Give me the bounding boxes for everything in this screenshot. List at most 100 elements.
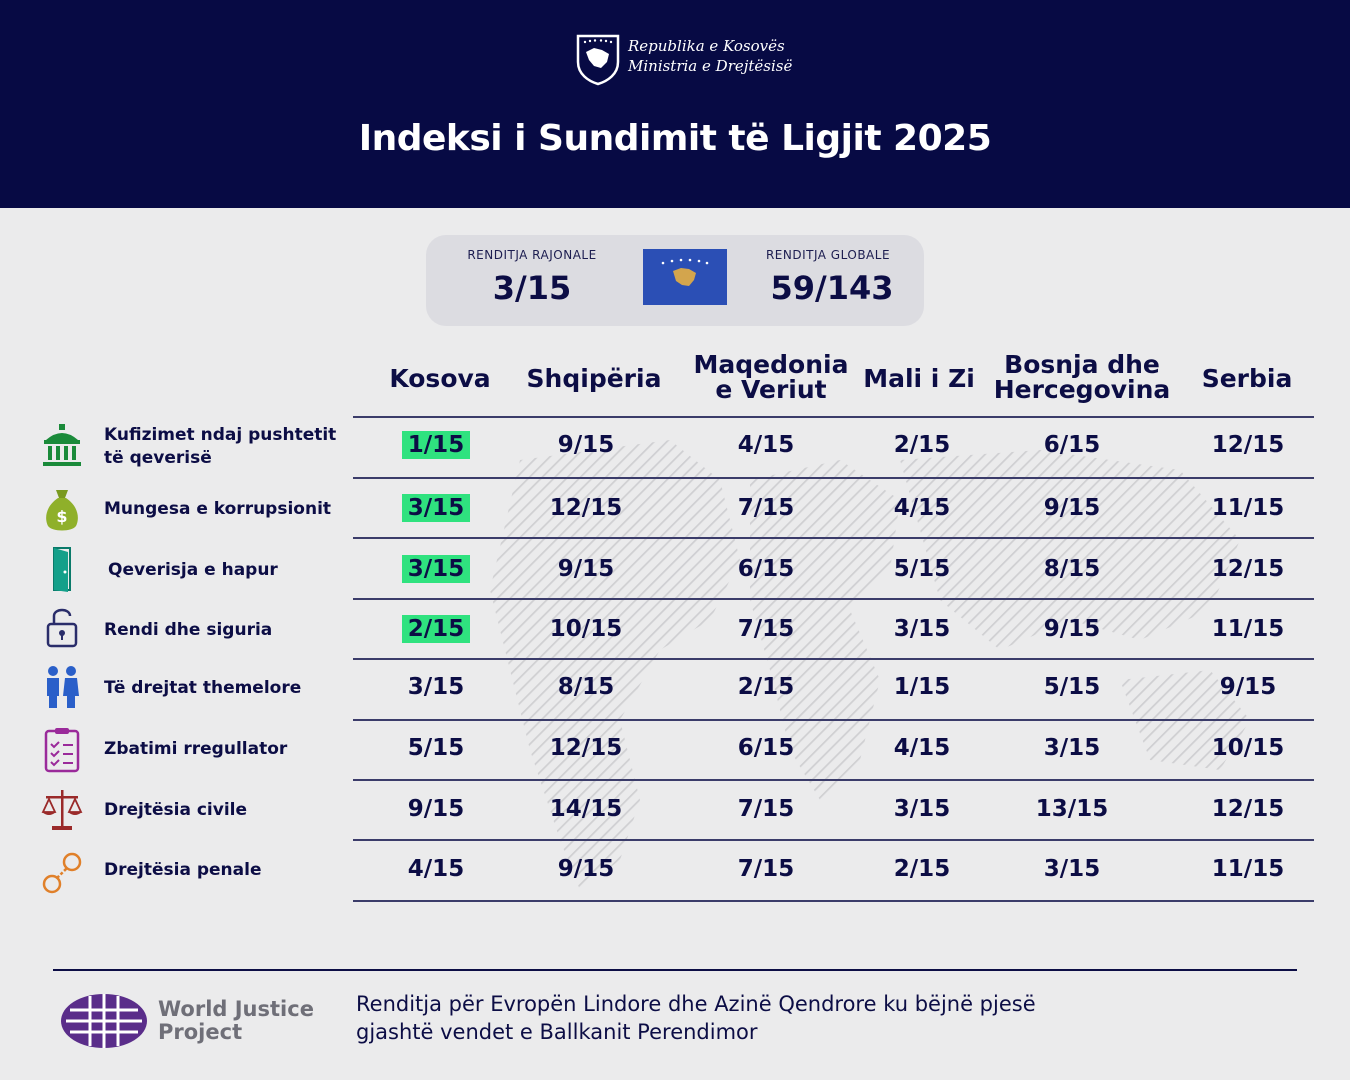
rank-value: 5/15	[407, 735, 465, 761]
rank-value: 7/15	[737, 616, 795, 642]
table-divider	[353, 839, 1314, 841]
column-header-line: Maqedonia	[693, 350, 849, 379]
table-cell: 9/15	[1178, 674, 1318, 700]
rank-value: 7/15	[737, 856, 795, 882]
svg-text:$: $	[56, 507, 67, 526]
table-cell: 7/15	[696, 796, 836, 822]
table-cell: 2/15	[366, 615, 506, 643]
row-label-line: Qeverisja e hapur	[108, 560, 278, 580]
rank-value: 3/15	[893, 616, 951, 642]
rank-value: 5/15	[1043, 674, 1101, 700]
rank-value: 3/15	[1043, 735, 1101, 761]
rank-value: 9/15	[557, 432, 615, 458]
government-building-icon	[43, 424, 81, 466]
table-cell: 12/15	[516, 735, 656, 761]
table-cell: 4/15	[366, 856, 506, 882]
table-cell: 6/15	[696, 735, 836, 761]
rank-value: 3/15	[407, 674, 465, 700]
column-header: Maqedonia e Veriut	[676, 352, 866, 402]
header-banner: Republika e Kosovës Ministria e Drejtësi…	[0, 0, 1350, 208]
footer-divider	[53, 969, 1297, 971]
wjp-line-2: Project	[158, 1020, 243, 1044]
table-cell: 3/15	[852, 616, 992, 642]
open-door-icon	[53, 547, 71, 592]
highlighted-rank: 1/15	[401, 431, 471, 459]
table-cell: 3/15	[1002, 735, 1142, 761]
rank-value: 9/15	[407, 796, 465, 822]
table-cell: 11/15	[1178, 495, 1318, 521]
table-divider	[353, 537, 1314, 539]
page-title: Indeksi i Sundimit të Ligjit 2025	[358, 118, 992, 159]
regional-rank-value: 3/15	[492, 269, 572, 307]
rank-value: 11/15	[1211, 495, 1285, 521]
table-cell: 2/15	[696, 674, 836, 700]
ministry-line-2: Ministria e Drejtësisë	[628, 57, 793, 75]
row-label-line: Kufizimet ndaj pushtetit	[104, 425, 337, 445]
table-cell: 9/15	[1002, 495, 1142, 521]
row-label-line: të qeverisë	[104, 448, 212, 468]
rank-value: 8/15	[1043, 556, 1101, 582]
rank-value: 1/15	[893, 674, 951, 700]
ranking-summary: RENDITJA RAJONALE 3/15 RENDITJA GLOBALE …	[426, 235, 924, 326]
rank-value: 2/15	[893, 856, 951, 882]
rank-value: 8/15	[557, 674, 615, 700]
footnote-line-2: gjashtë vendet e Ballkanit Perendimor	[356, 1020, 758, 1044]
highlighted-rank: 3/15	[401, 555, 471, 583]
rank-value: 3/15	[893, 796, 951, 822]
wjp-wordmark: World Justice Project	[158, 998, 314, 1044]
column-header-line: Kosova	[389, 364, 491, 393]
row-label-line: Drejtësia penale	[104, 860, 262, 880]
row-label: Qeverisja e hapur	[108, 559, 278, 582]
table-cell: 7/15	[696, 856, 836, 882]
ministry-line-1: Republika e Kosovës	[628, 37, 785, 55]
ministry-name: Republika e Kosovës Ministria e Drejtësi…	[628, 36, 792, 76]
row-label: Të drejtat themelore	[104, 677, 301, 700]
table-cell: 12/15	[1178, 796, 1318, 822]
footnote: Renditja për Evropën Lindore dhe Azinë Q…	[356, 990, 1156, 1046]
table-cell: 7/15	[696, 495, 836, 521]
table-cell: 4/15	[696, 432, 836, 458]
column-header-line: e Veriut	[715, 375, 827, 404]
global-rank-label: RENDITJA GLOBALE	[765, 248, 891, 262]
rank-value: 6/15	[1043, 432, 1101, 458]
row-label-line: Zbatimi rregullator	[104, 739, 288, 759]
table-cell: 3/15	[1002, 856, 1142, 882]
row-label: Drejtësia civile	[104, 799, 247, 822]
table-cell: 13/15	[1002, 796, 1142, 822]
row-label: Mungesa e korrupsionit	[104, 498, 331, 521]
table-cell: 4/15	[852, 495, 992, 521]
rank-value: 9/15	[557, 856, 615, 882]
rank-value: 13/15	[1035, 796, 1109, 822]
table-cell: 1/15	[366, 431, 506, 459]
column-header: Shqipëria	[499, 366, 689, 391]
table-cell: 5/15	[366, 735, 506, 761]
table-cell: 5/15	[852, 556, 992, 582]
rank-value: 6/15	[737, 735, 795, 761]
table-cell: 14/15	[516, 796, 656, 822]
padlock-icon	[46, 608, 78, 648]
table-cell: 9/15	[1002, 616, 1142, 642]
column-header-line: Serbia	[1201, 364, 1293, 393]
column-header-line: Mali i Zi	[863, 364, 975, 393]
column-header: Mali i Zi	[824, 366, 1014, 391]
table-cell: 3/15	[366, 555, 506, 583]
rank-value: 9/15	[557, 556, 615, 582]
table-cell: 4/15	[852, 735, 992, 761]
table-cell: 12/15	[1178, 556, 1318, 582]
table-cell: 6/15	[696, 556, 836, 582]
table-cell: 9/15	[516, 856, 656, 882]
rank-value: 4/15	[407, 856, 465, 882]
rank-value: 3/15	[1043, 856, 1101, 882]
rank-value: 4/15	[893, 495, 951, 521]
table-divider	[353, 900, 1314, 902]
table-cell: 10/15	[1178, 735, 1318, 761]
kosovo-coat-of-arms-icon	[576, 34, 620, 86]
checklist-icon	[44, 728, 80, 773]
rank-value: 12/15	[549, 735, 623, 761]
rank-value: 9/15	[1043, 495, 1101, 521]
table-cell: 8/15	[1002, 556, 1142, 582]
rank-value: 10/15	[549, 616, 623, 642]
rank-value: 12/15	[1211, 556, 1285, 582]
table-cell: 12/15	[1178, 432, 1318, 458]
rank-value: 5/15	[893, 556, 951, 582]
